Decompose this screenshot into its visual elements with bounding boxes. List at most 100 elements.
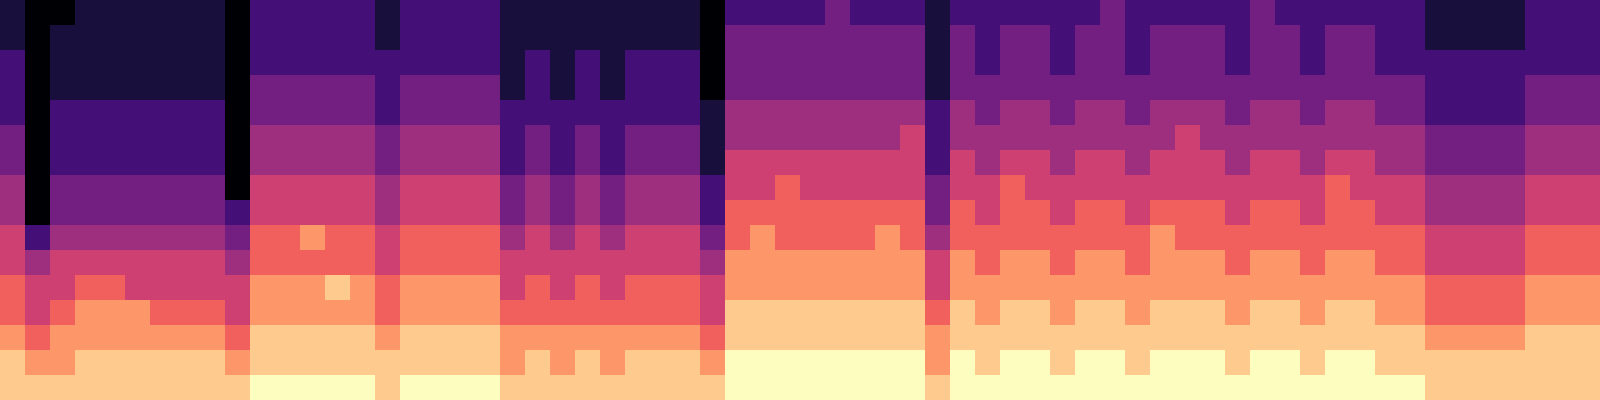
heatmap-cell (1300, 375, 1325, 400)
heatmap-cell (975, 350, 1000, 375)
heatmap-cell (1175, 325, 1200, 350)
heatmap-cell (750, 250, 775, 275)
heatmap-cell (75, 175, 100, 200)
heatmap-cell (1250, 75, 1275, 100)
heatmap-cell (1400, 100, 1425, 125)
heatmap-cell (225, 150, 250, 175)
heatmap-cell (275, 350, 300, 375)
heatmap-cell (525, 125, 550, 150)
heatmap-cell (525, 175, 550, 200)
heatmap-cell (0, 375, 25, 400)
heatmap-cell (1150, 275, 1175, 300)
heatmap-cell (1075, 100, 1100, 125)
heatmap-cell (475, 350, 500, 375)
heatmap-cell (475, 225, 500, 250)
heatmap-cell (1300, 250, 1325, 275)
heatmap-cell (575, 175, 600, 200)
heatmap-cell (250, 50, 275, 75)
heatmap-cell (875, 325, 900, 350)
heatmap-cell (700, 350, 725, 375)
heatmap-cell (400, 300, 425, 325)
heatmap-cell (925, 125, 950, 150)
heatmap-cell (150, 350, 175, 375)
heatmap-cell (925, 300, 950, 325)
heatmap-cell (1475, 225, 1500, 250)
heatmap-cell (1300, 275, 1325, 300)
heatmap-cell (350, 100, 375, 125)
heatmap-cell (1200, 125, 1225, 150)
heatmap-cell (1200, 0, 1225, 25)
heatmap-cell (950, 375, 975, 400)
heatmap-cell (625, 225, 650, 250)
heatmap-cell (1350, 200, 1375, 225)
heatmap-cell (775, 100, 800, 125)
heatmap-cell (825, 325, 850, 350)
heatmap-cell (650, 275, 675, 300)
heatmap-cell (1025, 375, 1050, 400)
heatmap-cell (200, 150, 225, 175)
heatmap-cell (675, 0, 700, 25)
heatmap-cell (150, 0, 175, 25)
heatmap-cell (925, 325, 950, 350)
heatmap-cell (175, 325, 200, 350)
heatmap-cell (850, 325, 875, 350)
heatmap-cell (1375, 275, 1400, 300)
heatmap-cell (1450, 150, 1475, 175)
heatmap-cell (850, 175, 875, 200)
heatmap-cell (1300, 100, 1325, 125)
heatmap-cell (625, 300, 650, 325)
heatmap-cell (725, 150, 750, 175)
heatmap-cell (675, 350, 700, 375)
heatmap-cell (575, 300, 600, 325)
heatmap-cell (1300, 300, 1325, 325)
heatmap-cell (125, 175, 150, 200)
heatmap-cell (500, 200, 525, 225)
heatmap-cell (725, 275, 750, 300)
heatmap-cell (550, 350, 575, 375)
heatmap-cell (1100, 375, 1125, 400)
heatmap-cell (275, 100, 300, 125)
heatmap-cell (1025, 125, 1050, 150)
heatmap-cell (1425, 225, 1450, 250)
heatmap-cell (650, 100, 675, 125)
heatmap-cell (450, 350, 475, 375)
heatmap-cell (1175, 375, 1200, 400)
heatmap-cell (1525, 200, 1550, 225)
heatmap-cell (200, 175, 225, 200)
heatmap-cell (1500, 75, 1525, 100)
heatmap-cell (625, 375, 650, 400)
heatmap-cell (925, 225, 950, 250)
heatmap-cell (600, 100, 625, 125)
heatmap-cell (650, 200, 675, 225)
heatmap-cell (1325, 25, 1350, 50)
heatmap-cell (275, 200, 300, 225)
heatmap-cell (150, 25, 175, 50)
heatmap-cell (425, 25, 450, 50)
heatmap-cell (250, 375, 275, 400)
heatmap-cell (175, 375, 200, 400)
heatmap-cell (1175, 300, 1200, 325)
heatmap-cell (125, 50, 150, 75)
heatmap-cell (1150, 225, 1175, 250)
heatmap-cell (975, 275, 1000, 300)
heatmap-cell (1025, 75, 1050, 100)
heatmap-cell (1025, 175, 1050, 200)
heatmap-cell (25, 375, 50, 400)
heatmap-cell (800, 175, 825, 200)
heatmap-cell (1475, 75, 1500, 100)
heatmap-cell (400, 150, 425, 175)
heatmap-cell (725, 50, 750, 75)
heatmap-cell (1400, 275, 1425, 300)
heatmap-cell (1475, 100, 1500, 125)
heatmap-cell (1225, 275, 1250, 300)
heatmap-cell (1575, 275, 1600, 300)
heatmap-cell (375, 250, 400, 275)
heatmap-cell (1450, 350, 1475, 375)
heatmap-cell (200, 225, 225, 250)
heatmap-cell (50, 100, 75, 125)
heatmap-cell (1000, 50, 1025, 75)
heatmap-cell (300, 275, 325, 300)
heatmap-cell (950, 225, 975, 250)
heatmap-cell (75, 375, 100, 400)
heatmap-cell (250, 25, 275, 50)
